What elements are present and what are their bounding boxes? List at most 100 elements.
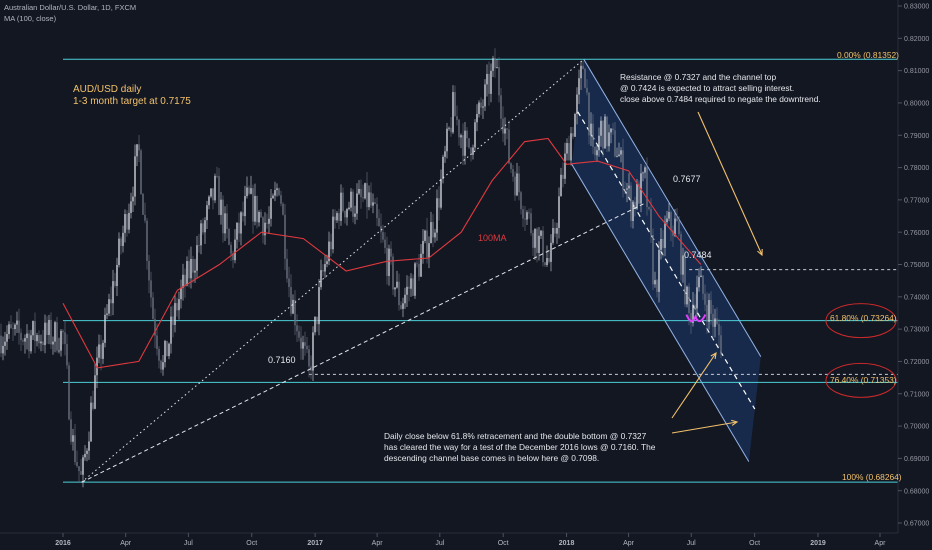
candle-body <box>558 196 560 228</box>
candle-body <box>418 263 420 277</box>
candle-body <box>56 322 58 351</box>
fibonacci-levels <box>63 58 898 483</box>
x-tick-label: 2019 <box>810 540 826 547</box>
candle-body <box>264 222 266 236</box>
candle-body <box>422 240 424 254</box>
y-tick-label: 0.70000 <box>904 424 929 431</box>
candle-body <box>368 192 370 208</box>
candle-body <box>484 84 486 107</box>
candle-body <box>466 130 468 139</box>
fib-label-100: 100% (0.68264) <box>842 472 902 482</box>
candle-body <box>712 313 714 327</box>
candle-body <box>566 143 568 154</box>
candle-body <box>590 123 592 136</box>
candle-body <box>148 260 150 281</box>
candle-body <box>332 216 334 250</box>
price-label-7677: 0.7677 <box>673 174 701 184</box>
candle-body <box>498 67 500 96</box>
candle-body <box>440 178 442 208</box>
candle-body <box>658 249 660 292</box>
candle-body <box>144 214 146 221</box>
candle-body <box>662 238 664 248</box>
candle-body <box>70 419 72 442</box>
candle-body <box>328 241 330 262</box>
candle-body <box>562 174 564 179</box>
candle-body <box>342 192 344 211</box>
candle-body <box>570 133 572 161</box>
candle-body <box>618 154 620 157</box>
fib-label-618: 61.80% (0.73264) <box>830 313 897 323</box>
candle-body <box>482 106 484 108</box>
candle-body <box>110 299 112 304</box>
candle-body <box>404 294 406 304</box>
candle-body <box>114 281 116 287</box>
candle-body <box>68 365 70 420</box>
candle-body <box>540 230 542 236</box>
candle-body <box>622 150 624 190</box>
candle-body <box>294 299 296 326</box>
x-axis[interactable]: 2016 Apr Jul Oct 2017 Apr Jul Oct 2018 Apr Jul Oct 2… <box>0 532 932 550</box>
note-top-line-3: close above 0.7484 required to negate th… <box>620 94 821 104</box>
candle-body <box>130 201 132 213</box>
candle-body <box>208 196 210 206</box>
candle-body <box>288 278 290 288</box>
candle-body <box>564 153 566 179</box>
candle-body <box>52 341 54 345</box>
candle-body <box>372 202 374 206</box>
candle-body <box>512 169 514 177</box>
chart-subtitle-annotation: 1-3 month target at 0.7175 <box>73 96 191 107</box>
candle-body <box>260 212 262 218</box>
x-tick-label: 2018 <box>559 540 575 547</box>
candle-body <box>186 261 188 286</box>
candle-body <box>18 320 20 333</box>
candle-body <box>646 167 648 208</box>
price-label-7484: 0.7484 <box>684 250 712 260</box>
candle-body <box>160 360 162 370</box>
candle-body <box>586 87 588 93</box>
candle-body <box>24 338 26 342</box>
y-tick-label: 0.76000 <box>904 230 929 237</box>
candle-body <box>170 316 172 344</box>
candle-body <box>694 304 696 309</box>
candle-body <box>398 281 400 306</box>
y-tick-label: 0.78000 <box>904 165 929 172</box>
x-tick-label: Jul <box>687 540 696 547</box>
candle-body <box>2 345 4 354</box>
candles <box>0 48 722 488</box>
candle-body <box>518 173 520 193</box>
candle-body <box>710 300 712 314</box>
candle-body <box>50 319 52 345</box>
candle-body <box>500 95 502 119</box>
candle-body <box>696 287 698 309</box>
candle-body <box>72 435 74 442</box>
candle-body <box>66 344 68 366</box>
candle-body <box>46 322 48 336</box>
candle-body <box>196 245 198 271</box>
candle-body <box>548 258 550 262</box>
candle-body <box>78 466 80 472</box>
candle-body <box>390 248 392 257</box>
candle-body <box>346 209 348 218</box>
arrow-to-breakdown-head <box>710 351 717 360</box>
candle-body <box>210 188 212 197</box>
candle-body <box>382 232 384 240</box>
candle-body <box>244 196 246 217</box>
candle-body <box>460 135 462 138</box>
candle-body <box>370 192 372 206</box>
x-tick-label: 2016 <box>55 540 71 547</box>
candle-body <box>116 264 118 287</box>
candle-body <box>438 198 440 208</box>
y-tick-label: 0.73000 <box>904 327 929 334</box>
candle-body <box>278 188 280 196</box>
candle-body <box>406 286 408 295</box>
candle-body <box>334 216 336 221</box>
x-tick-label: Apr <box>372 540 384 547</box>
candle-body <box>272 195 274 199</box>
y-axis[interactable]: 0.83000 0.82000 0.81000 0.80000 0.79000 0.780… <box>897 0 932 550</box>
candle-body <box>60 330 62 351</box>
candle-body <box>716 318 718 325</box>
candle-body <box>322 270 324 272</box>
candle-body <box>246 187 248 197</box>
